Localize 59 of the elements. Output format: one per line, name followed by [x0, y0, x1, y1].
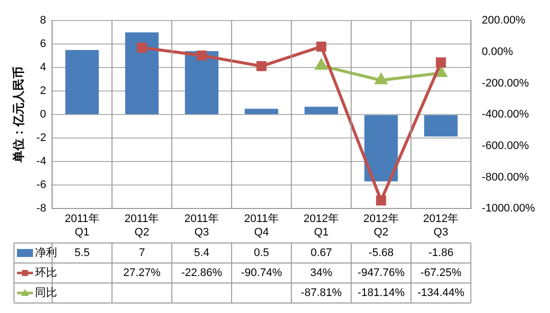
x-tick-label: 2011年 Q4	[244, 213, 279, 238]
point	[315, 59, 328, 70]
point	[375, 74, 387, 84]
data-label: 34%	[310, 267, 333, 280]
data-label: -947.76%	[358, 267, 405, 280]
point	[435, 66, 447, 77]
y-tick-label: -4	[36, 156, 46, 168]
data-label: 5.5	[74, 247, 90, 260]
y2-tick-label: -200.00%	[482, 77, 530, 90]
bar	[65, 50, 99, 114]
bar	[424, 115, 458, 136]
data-label: -181.14%	[358, 287, 405, 300]
x-tick-label: 2011年 Q3	[184, 213, 220, 238]
legend-label: 同比	[35, 286, 57, 300]
y-tick-label: 0	[40, 108, 46, 121]
y-tick-label: 4	[40, 62, 46, 74]
y2-tick-label: 0.00%	[482, 46, 514, 58]
bar	[304, 106, 338, 114]
y-tick-label: -2	[36, 132, 46, 144]
y2-tick-label: -400.00%	[482, 108, 530, 121]
legend-label: 净利	[35, 246, 57, 260]
y2-tick-label: -600.00%	[482, 140, 530, 152]
y-tick-label: 6	[40, 38, 46, 50]
y2-tick-label: -800.00%	[482, 171, 530, 184]
y-tick-label: -8	[36, 202, 46, 215]
data-label: 0.67	[310, 247, 332, 260]
bar	[184, 51, 218, 114]
data-label: -87.81%	[300, 287, 342, 300]
data-label: -67.25%	[420, 267, 462, 280]
data-label: -134.44%	[417, 287, 465, 300]
bar	[244, 108, 278, 114]
data-label: -5.68	[368, 247, 394, 260]
point	[436, 57, 446, 68]
data-label: 5.4	[194, 247, 210, 260]
data-label: 27.27%	[123, 267, 161, 280]
x-tick-label: 2012年 Q2	[363, 213, 399, 238]
y2-tick-label: 200.00%	[482, 14, 526, 27]
x-tick-label: 2012年 Q1	[304, 213, 340, 238]
data-label: -90.74%	[240, 267, 282, 280]
y-axis-title: 单位：亿元人民币	[12, 66, 26, 164]
x-tick-label: 2011年 Q1	[64, 213, 100, 238]
data-label: 0.5	[254, 247, 270, 260]
point	[376, 195, 386, 206]
data-label: -1.86	[428, 247, 454, 260]
bar	[364, 115, 398, 182]
legend-label: 环比	[35, 266, 57, 280]
point	[136, 42, 147, 53]
point	[256, 61, 267, 72]
data-label: 7	[138, 247, 145, 260]
y-tick-label: 8	[40, 14, 46, 27]
y2-tick-label: -1000.00%	[482, 202, 536, 215]
y-tick-label: -6	[36, 179, 46, 192]
bar	[125, 32, 159, 114]
point	[196, 50, 207, 61]
x-tick-label: 2012年 Q3	[423, 213, 459, 238]
point	[316, 42, 326, 52]
y-tick-label: 2	[40, 85, 46, 98]
data-label: -22.86%	[181, 267, 222, 280]
x-tick-label: 2011年 Q2	[124, 213, 160, 238]
